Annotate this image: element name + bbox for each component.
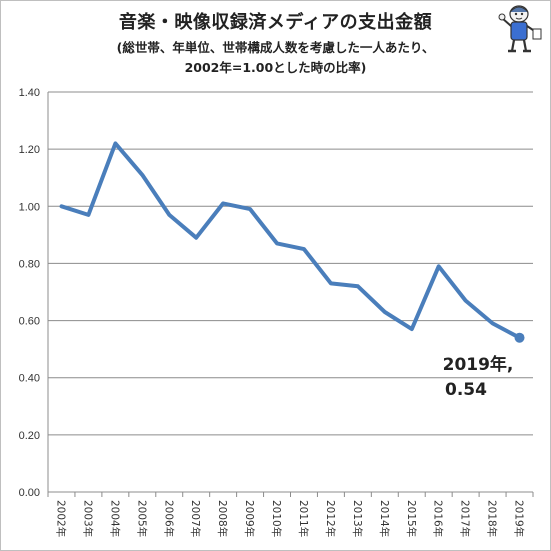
x-tick-label: 2006年 [162, 500, 175, 537]
x-tick-label: 2015年 [405, 500, 418, 537]
x-tick-label: 2005年 [135, 500, 148, 537]
y-tick-label: 0.60 [19, 316, 40, 328]
data-label-line2: 0.54 [445, 380, 487, 400]
y-tick-label: 0.80 [19, 258, 40, 270]
x-tick-label: 2016年 [432, 500, 445, 537]
y-tick-label: 0.20 [19, 430, 40, 442]
x-tick-label: 2019年 [513, 500, 526, 537]
y-axis-ticks: 0.00 0.20 0.40 0.60 0.80 1.00 1.20 1.40 [19, 87, 40, 499]
series-points [514, 332, 525, 343]
x-tick-label: 2014年 [378, 500, 391, 537]
x-tick-label: 2002年 [54, 500, 67, 537]
x-tick-label: 2018年 [486, 500, 499, 537]
x-tick-label: 2003年 [81, 500, 94, 537]
x-tick-label: 2013年 [351, 500, 364, 537]
chart-subtitle-line1: (総世帯、年単位、世帯構成人数を考慮した一人あたり、 [116, 40, 435, 55]
x-tick-label: 2004年 [108, 500, 121, 537]
series-line [59, 141, 522, 340]
x-tick-label: 2007年 [189, 500, 202, 537]
y-tick-label: 0.00 [19, 487, 40, 499]
x-tick-label: 2011年 [297, 500, 310, 537]
chart-subtitle-line2: 2002年=1.00とした時の比率) [184, 60, 367, 75]
gridlines [47, 91, 533, 493]
data-point-2019 [514, 332, 525, 343]
x-tick-label: 2009年 [243, 500, 256, 537]
x-tick-label: 2008年 [216, 500, 229, 537]
y-tick-label: 1.40 [19, 87, 40, 99]
y-tick-label: 0.40 [19, 373, 40, 385]
data-label-line1: 2019年, [443, 354, 514, 375]
x-tick-label: 2012年 [324, 500, 337, 537]
x-axis-ticks: 2002年 2003年 2004年 2005年 2006年 2007年 2008年 2009年… [47, 492, 534, 537]
chart-title: 音楽・映像収録済メディアの支出金額 [118, 12, 433, 33]
mascot-icon [498, 5, 542, 53]
x-tick-label: 2017年 [459, 500, 472, 537]
y-tick-label: 1.00 [19, 201, 40, 213]
x-tick-label: 2010年 [270, 500, 283, 537]
y-tick-label: 1.20 [19, 144, 40, 156]
